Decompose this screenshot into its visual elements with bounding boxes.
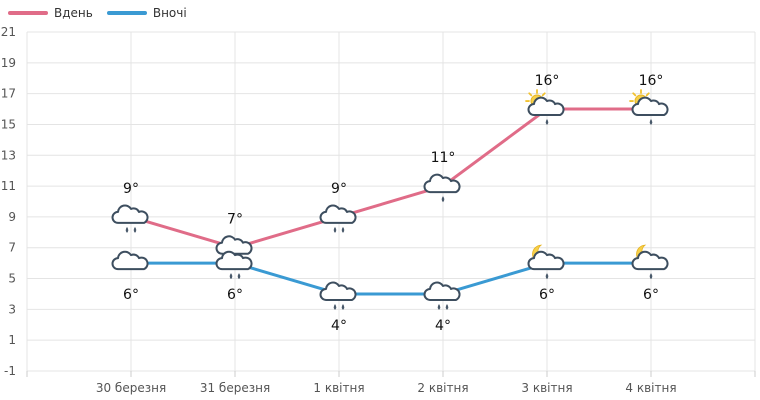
x-tick-label: 2 квітня — [417, 381, 468, 395]
moon-cloud-rain-light-icon — [631, 244, 669, 280]
raindrop — [341, 226, 345, 233]
y-tick-label: 3 — [8, 302, 16, 316]
raindrop — [545, 119, 549, 126]
x-tick-label: 1 квітня — [313, 381, 364, 395]
moon-cloud-rain-light-icon — [527, 244, 565, 280]
legend-swatch-day — [8, 11, 48, 15]
y-tick-label: 15 — [1, 117, 16, 131]
cloud-shape — [631, 250, 669, 271]
data-label-day: 16° — [639, 73, 664, 89]
cloud-rain-heavy-icon — [319, 204, 357, 233]
weather-icons — [111, 89, 669, 310]
sun-cloud-rain-light-icon — [525, 89, 565, 126]
sun-ray — [528, 92, 533, 97]
raindrop — [341, 303, 345, 310]
data-label-day: 16° — [535, 73, 560, 89]
y-axis-tick-labels: 21 19 17 15 13 11 9 7 5 3 1 -1 — [1, 25, 16, 378]
raindrop — [125, 226, 129, 233]
raindrop — [333, 303, 337, 310]
data-label-day: 9° — [331, 181, 347, 197]
cloud-rain-heavy-icon — [319, 281, 357, 310]
y-tick-label: 1 — [8, 333, 16, 347]
y-tick-label: 17 — [1, 87, 16, 101]
data-label-night: 4° — [331, 318, 347, 334]
series-lines — [130, 107, 651, 296]
x-tick-label: 3 квітня — [521, 381, 572, 395]
data-label-day: 11° — [431, 150, 456, 166]
y-tick-label: 11 — [1, 179, 16, 193]
sun-cloud-rain-light-icon — [629, 89, 669, 126]
x-tick-label: 4 квітня — [625, 381, 676, 395]
y-tick-label: 7 — [8, 241, 16, 255]
cloud-shape — [215, 235, 253, 255]
x-axis-tick-labels: 30 березня 31 березня 1 квітня 2 квітня 3 кв… — [96, 381, 677, 395]
x-tick-label: 31 березня — [200, 381, 270, 395]
series-line-day — [130, 107, 651, 250]
sun-ray — [632, 92, 637, 97]
raindrop — [333, 226, 337, 233]
cloud-rain-heavy-icon — [423, 281, 461, 310]
cloud-shape — [527, 96, 565, 117]
cloud-rain-heavy-icon — [215, 250, 253, 280]
raindrop — [237, 273, 241, 280]
legend-swatch-night — [106, 11, 147, 15]
y-tick-label: 21 — [1, 25, 16, 39]
data-label-day: 9° — [123, 181, 139, 197]
y-tick-label: 9 — [8, 210, 16, 224]
cloud-rain-heavy-icon — [111, 204, 149, 233]
data-labels: 9° 7° 9° 11° 16° 16° 6° 6° 4° 4° 6° 6° — [123, 73, 663, 334]
y-tick-label: 19 — [1, 56, 16, 70]
cloud-shape — [111, 204, 149, 224]
cloud-shape — [319, 204, 357, 224]
legend-item-night[interactable]: Вночі — [106, 6, 187, 20]
x-tick-label: 30 березня — [96, 381, 166, 395]
data-label-night: 4° — [435, 318, 451, 334]
cloud-shape — [215, 250, 253, 271]
cloud-shape — [423, 281, 461, 301]
data-label-night: 6° — [539, 287, 555, 303]
chart-legend: Вдень Вночі — [8, 6, 187, 20]
legend-label-night: Вночі — [152, 6, 187, 20]
sun-ray — [645, 92, 650, 97]
cloud-icon — [111, 250, 149, 271]
cloud-shape — [423, 173, 461, 194]
raindrop — [441, 196, 445, 203]
chart-grid — [26, 31, 756, 377]
y-tick-label: 5 — [8, 272, 16, 286]
raindrop — [229, 273, 233, 280]
sun-ray — [541, 92, 546, 97]
cloud-shape — [527, 250, 565, 271]
raindrop — [437, 303, 441, 310]
legend-item-day[interactable]: Вдень — [8, 6, 93, 20]
data-label-night: 6° — [123, 287, 139, 303]
data-label-night: 6° — [227, 287, 243, 303]
raindrop — [445, 303, 449, 310]
raindrop — [649, 273, 653, 280]
data-label-day: 7° — [227, 212, 243, 228]
cloud-rain-light-icon — [423, 173, 461, 203]
y-tick-label: -1 — [4, 364, 16, 378]
cloud-shape — [111, 250, 149, 271]
raindrop — [649, 119, 653, 126]
raindrop — [545, 273, 549, 280]
legend-label-day: Вдень — [54, 6, 93, 20]
raindrop — [133, 226, 137, 233]
data-label-night: 6° — [643, 287, 659, 303]
y-tick-label: 13 — [1, 148, 16, 162]
cloud-shape — [631, 96, 669, 117]
cloud-shape — [319, 281, 357, 301]
